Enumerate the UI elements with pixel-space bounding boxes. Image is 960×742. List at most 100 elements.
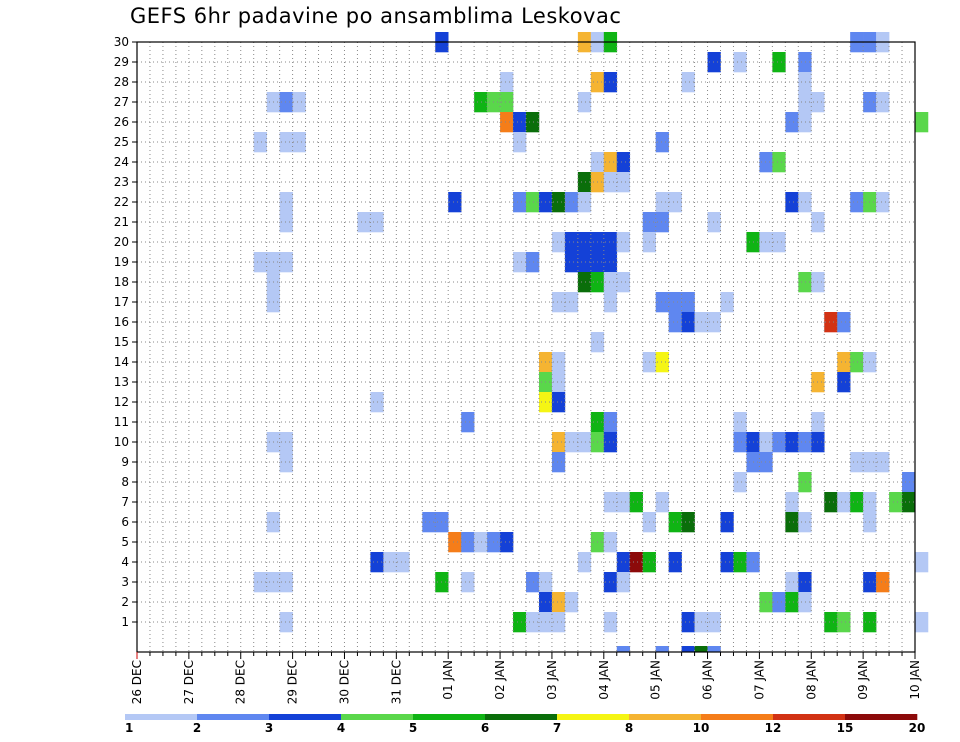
- heat-cell: [850, 352, 864, 373]
- heat-cell: [798, 472, 812, 493]
- heat-cell: [500, 112, 514, 133]
- heat-cell: [681, 312, 695, 333]
- xtick-label: 08 JAN: [804, 660, 818, 700]
- heat-cell: [733, 552, 747, 573]
- heat-cell: [513, 612, 527, 633]
- heat-cell: [279, 252, 293, 273]
- heat-cell: [551, 452, 566, 473]
- heat-cell: [551, 392, 566, 413]
- heat-cell: [629, 552, 643, 573]
- xtick-label: 26 DEC: [130, 660, 144, 704]
- ytick-label: 4: [121, 555, 129, 569]
- heat-cell: [603, 252, 618, 273]
- heat-cell: [655, 646, 669, 653]
- heat-cell: [357, 212, 371, 233]
- heat-cell: [616, 552, 631, 573]
- heat-cell: [798, 272, 812, 293]
- heat-cell: [668, 512, 682, 533]
- xtick-label: 04 JAN: [597, 660, 611, 700]
- heat-cell: [629, 492, 643, 513]
- heat-cell: [876, 452, 890, 473]
- heat-cell: [824, 312, 838, 333]
- heat-cell: [668, 292, 682, 313]
- heat-cell: [564, 592, 579, 613]
- heat-cell: [564, 192, 579, 213]
- heat-cell: [759, 432, 773, 453]
- heat-cell: [603, 172, 618, 193]
- heat-cell: [707, 646, 721, 653]
- ytick-label: 21: [114, 215, 129, 229]
- heat-cell: [461, 572, 475, 593]
- heat-cell: [279, 612, 293, 633]
- heat-cell: [915, 112, 929, 133]
- heat-cell: [551, 352, 566, 373]
- heat-cell: [616, 492, 631, 513]
- heat-cell: [551, 612, 566, 633]
- legend-swatch: [341, 714, 414, 720]
- heat-cell: [798, 192, 812, 213]
- heat-cell: [474, 92, 488, 113]
- heat-cell: [253, 132, 267, 153]
- heat-cell: [681, 512, 695, 533]
- heat-cell: [551, 232, 566, 253]
- heat-cell: [759, 452, 773, 473]
- legend-swatch: [269, 714, 342, 720]
- ytick-label: 6: [121, 515, 129, 529]
- ytick-label: 15: [114, 335, 129, 349]
- heat-cell: [603, 272, 618, 293]
- heat-cell: [798, 92, 812, 113]
- ytick-label: 10: [114, 435, 129, 449]
- heat-cell: [279, 572, 293, 593]
- heat-cell: [850, 192, 864, 213]
- heat-cell: [837, 352, 851, 373]
- ytick-label: 30: [114, 35, 129, 49]
- xtick-label: 07 JAN: [752, 660, 766, 700]
- heat-cell: [616, 152, 631, 173]
- heat-cell: [603, 412, 618, 433]
- heat-cell: [279, 432, 293, 453]
- xtick-label: 09 JAN: [856, 660, 870, 700]
- heat-cell: [500, 92, 514, 113]
- heat-cell: [876, 92, 890, 113]
- heat-cell: [279, 132, 293, 153]
- ytick-label: 7: [121, 495, 129, 509]
- heat-cell: [876, 572, 890, 593]
- heat-cell: [681, 72, 695, 93]
- heat-cell: [577, 232, 592, 253]
- heat-cell: [772, 432, 786, 453]
- heat-cell: [577, 92, 592, 113]
- heat-cell: [837, 312, 851, 333]
- heat-cell: [681, 646, 695, 653]
- heat-cell: [733, 412, 747, 433]
- heat-cell: [474, 532, 488, 553]
- heat-cell: [707, 52, 721, 73]
- xtick-label: 06 JAN: [701, 660, 715, 700]
- legend-swatch: [773, 714, 846, 720]
- heat-cell: [720, 292, 734, 313]
- heat-cell: [603, 532, 618, 553]
- heat-cell: [577, 252, 592, 273]
- heat-cell: [798, 72, 812, 93]
- heat-cell: [798, 112, 812, 133]
- heat-cell: [448, 192, 462, 213]
- heat-cell: [707, 312, 721, 333]
- heat-cell: [422, 512, 436, 533]
- xtick-label: 01 JAN: [441, 660, 455, 700]
- heat-cell: [772, 232, 786, 253]
- heat-cell: [513, 192, 527, 213]
- heat-cell: [824, 492, 838, 513]
- heat-cell: [915, 612, 929, 633]
- legend-swatch: [701, 714, 774, 720]
- heat-cell: [785, 192, 799, 213]
- heat-cell: [616, 232, 631, 253]
- legend-label: 8: [625, 721, 633, 735]
- heat-cell: [707, 612, 721, 633]
- heat-cell: [616, 572, 631, 593]
- legend-label: 20: [909, 721, 926, 735]
- heat-cell: [616, 272, 631, 293]
- legend-label: 6: [481, 721, 489, 735]
- heat-cell: [461, 532, 475, 553]
- legend-swatch: [845, 714, 918, 720]
- heat-cell: [837, 372, 851, 393]
